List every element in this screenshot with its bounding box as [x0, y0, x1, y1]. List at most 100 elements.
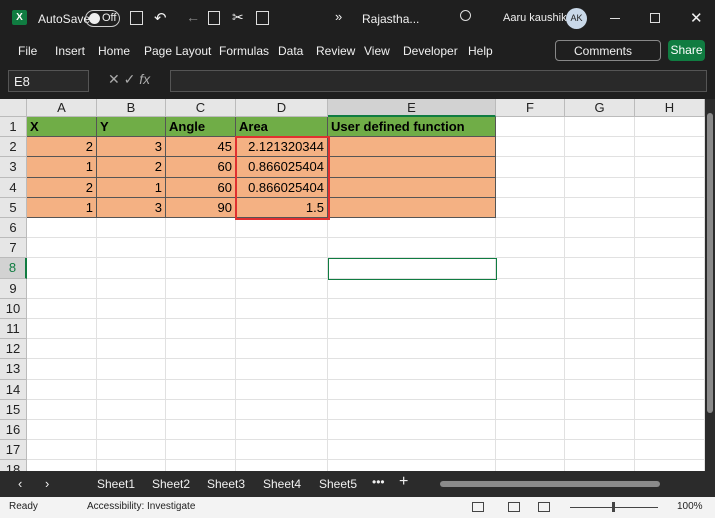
add-sheet[interactable]: + — [399, 473, 409, 490]
avatar[interactable]: AK — [566, 8, 587, 29]
cell[interactable] — [565, 197, 635, 218]
cell-value[interactable]: 45 — [166, 137, 236, 158]
close[interactable]: ✕ — [690, 10, 703, 27]
column-header[interactable]: C — [166, 99, 236, 117]
cell[interactable] — [166, 420, 236, 441]
cell[interactable] — [635, 278, 705, 299]
row-header[interactable]: 9 — [0, 278, 27, 299]
cell[interactable] — [565, 399, 635, 420]
row-header[interactable]: 13 — [0, 359, 27, 380]
cell[interactable] — [635, 157, 705, 178]
minimize[interactable] — [610, 18, 620, 19]
cell[interactable] — [236, 339, 328, 360]
cell[interactable] — [635, 440, 705, 461]
cell[interactable] — [496, 420, 565, 441]
cell[interactable] — [565, 278, 635, 299]
cell[interactable] — [27, 359, 97, 380]
cell[interactable] — [328, 420, 496, 441]
cell[interactable] — [236, 460, 328, 471]
cell[interactable] — [565, 177, 635, 198]
cell[interactable] — [166, 359, 236, 380]
cell[interactable] — [496, 278, 565, 299]
more-icon[interactable]: » — [335, 9, 343, 24]
maximize[interactable] — [650, 13, 660, 23]
cell[interactable] — [635, 197, 705, 218]
cell[interactable] — [97, 460, 166, 471]
row-header[interactable]: 7 — [0, 238, 27, 259]
cell[interactable] — [565, 117, 635, 138]
cell[interactable] — [565, 258, 635, 279]
undo-icon[interactable]: ↶ — [154, 10, 167, 27]
formula-input[interactable] — [170, 70, 707, 92]
cell[interactable] — [328, 319, 496, 340]
cell[interactable] — [565, 359, 635, 380]
normal-view[interactable] — [472, 502, 484, 512]
menu-item[interactable]: File — [18, 44, 38, 58]
cell[interactable] — [166, 319, 236, 340]
cell[interactable] — [166, 399, 236, 420]
cell[interactable] — [635, 379, 705, 400]
row-header[interactable]: 16 — [0, 420, 27, 441]
cell[interactable] — [328, 157, 496, 178]
sheet-tab[interactable]: Sheet3 — [207, 477, 246, 491]
cell[interactable] — [635, 399, 705, 420]
cell[interactable] — [328, 339, 496, 360]
cell[interactable] — [166, 339, 236, 360]
cell[interactable] — [236, 359, 328, 380]
cell-value[interactable]: 60 — [166, 177, 236, 198]
row-header[interactable]: 6 — [0, 218, 27, 239]
cut-icon[interactable]: ✂ — [232, 9, 244, 25]
cell-value[interactable]: 3 — [97, 197, 166, 218]
row-header[interactable]: 17 — [0, 440, 27, 461]
cell-value[interactable]: 90 — [166, 197, 236, 218]
copy-icon[interactable] — [208, 11, 220, 25]
cell[interactable] — [236, 379, 328, 400]
menu-item[interactable]: Insert — [55, 44, 86, 58]
cell[interactable] — [27, 399, 97, 420]
cell[interactable] — [27, 258, 97, 279]
cell[interactable] — [496, 238, 565, 259]
cell-value[interactable]: 2 — [97, 157, 166, 178]
cell[interactable] — [27, 379, 97, 400]
vertical-scrollbar[interactable] — [705, 99, 715, 471]
cell[interactable] — [635, 177, 705, 198]
cell[interactable] — [97, 440, 166, 461]
cell[interactable] — [166, 278, 236, 299]
column-header[interactable]: F — [496, 99, 565, 117]
horizontal-scrollbar[interactable] — [440, 481, 660, 487]
column-header[interactable]: E — [328, 99, 496, 117]
cell[interactable] — [97, 218, 166, 239]
cell[interactable] — [166, 218, 236, 239]
search-icon[interactable] — [460, 10, 471, 21]
cell[interactable] — [496, 117, 565, 138]
cell[interactable] — [496, 460, 565, 471]
cell-value[interactable]: 2 — [27, 177, 97, 198]
menu-item[interactable]: Help — [468, 44, 493, 58]
menu-item[interactable]: Data — [278, 44, 304, 58]
cell[interactable] — [635, 238, 705, 259]
cell-value[interactable]: 60 — [166, 157, 236, 178]
column-header[interactable]: D — [236, 99, 328, 117]
cell[interactable] — [97, 298, 166, 319]
row-header[interactable]: 3 — [0, 157, 27, 178]
sheet-tab[interactable]: Sheet4 — [263, 477, 302, 491]
cell[interactable] — [496, 339, 565, 360]
column-header[interactable]: H — [635, 99, 705, 117]
autosave-toggle[interactable]: Off — [85, 10, 120, 27]
cell[interactable] — [328, 399, 496, 420]
menu-item[interactable]: Formulas — [219, 44, 270, 58]
cell[interactable] — [328, 238, 496, 259]
cell[interactable] — [236, 258, 328, 279]
cell[interactable] — [27, 460, 97, 471]
cell-value[interactable]: Area — [236, 117, 328, 138]
cell-value[interactable]: 2.121320344 — [236, 137, 328, 158]
column-header[interactable]: A — [27, 99, 97, 117]
cell[interactable] — [328, 218, 496, 239]
cell[interactable] — [496, 258, 565, 279]
cell[interactable] — [565, 420, 635, 441]
cell[interactable] — [27, 298, 97, 319]
cell-value[interactable]: X — [27, 117, 97, 138]
name-box[interactable]: E8 — [8, 70, 89, 92]
redo-icon[interactable]: ← — [186, 9, 200, 25]
cell[interactable] — [97, 399, 166, 420]
